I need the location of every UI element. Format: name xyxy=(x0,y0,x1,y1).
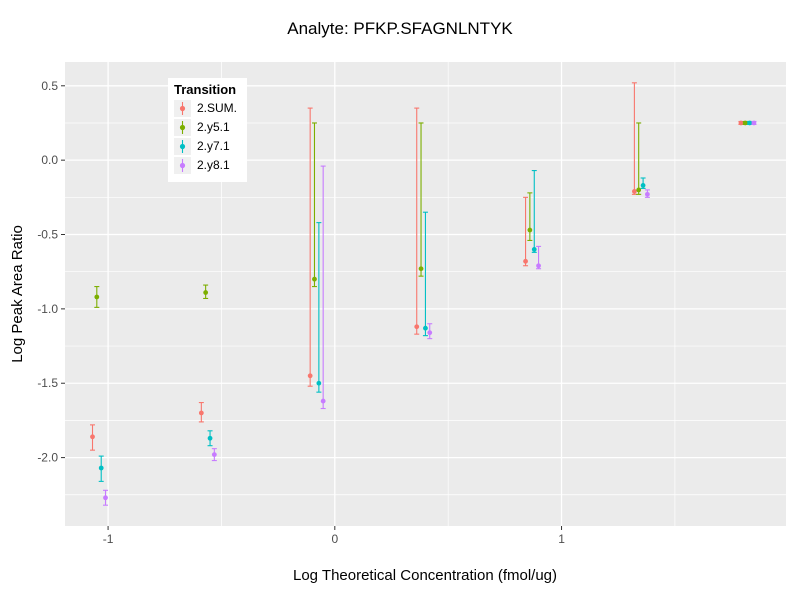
data-point xyxy=(207,435,213,441)
data-point xyxy=(427,330,433,336)
data-point xyxy=(198,410,204,416)
data-point xyxy=(423,325,428,331)
legend-entry: 2.y8.1 xyxy=(174,157,237,174)
y-tick-label: -0.5 xyxy=(37,228,58,242)
data-marks xyxy=(90,82,757,506)
data-point xyxy=(644,191,650,197)
legend-entry: 2.SUM. xyxy=(174,100,237,117)
data-point xyxy=(211,452,217,458)
legend-entry-label: 2.SUM. xyxy=(197,101,238,115)
legend-key-icon xyxy=(174,119,191,136)
legend-entry-label: 2.y5.1 xyxy=(197,120,230,134)
data-point xyxy=(307,373,313,379)
data-point xyxy=(312,276,317,282)
data-point xyxy=(320,398,326,404)
legend-entry-label: 2.y8.1 xyxy=(197,158,230,172)
axis-ticks-and-labels: -1 0 1 0.5 0.0 -0.5 -1.0 -1.5 -2.0 xyxy=(37,79,565,546)
y-tick-label: -1.0 xyxy=(37,302,58,316)
data-point xyxy=(747,120,753,126)
data-point xyxy=(316,380,322,386)
data-point xyxy=(103,495,108,501)
x-axis-title: Log Theoretical Concentration (fmol/ug) xyxy=(293,567,557,584)
y-tick-label: 0.0 xyxy=(41,153,58,167)
data-point xyxy=(751,120,757,126)
data-point xyxy=(418,266,424,272)
data-point xyxy=(523,258,528,264)
data-point xyxy=(640,183,646,188)
y-tick-label: 0.5 xyxy=(41,79,58,93)
data-point xyxy=(203,290,209,295)
data-point xyxy=(527,227,533,233)
legend-entry-label: 2.y7.1 xyxy=(197,139,230,153)
data-point xyxy=(94,294,100,300)
data-point xyxy=(636,187,642,193)
x-tick-label: -1 xyxy=(103,532,114,546)
legend-entries: 2.SUM. 2.y5.1 2.y7.1 2.y8.1 xyxy=(174,100,237,174)
data-point xyxy=(738,120,744,126)
data-point xyxy=(631,188,637,194)
y-tick-label: -2.0 xyxy=(37,451,58,465)
data-point xyxy=(98,465,104,471)
data-point xyxy=(531,246,537,252)
legend-title: Transition xyxy=(174,82,237,97)
legend-key-icon xyxy=(174,138,191,155)
y-tick-label: -1.5 xyxy=(37,376,58,390)
legend-entry: 2.y5.1 xyxy=(174,119,237,136)
y-axis-title: Log Peak Area Ratio xyxy=(9,225,26,363)
x-tick-label: 0 xyxy=(331,532,338,546)
data-point xyxy=(742,120,748,126)
legend-entry: 2.y7.1 xyxy=(174,138,237,155)
legend-key-icon xyxy=(174,157,191,174)
legend-key-icon xyxy=(174,100,191,117)
data-point xyxy=(414,324,420,330)
chart-title: Analyte: PFKP.SFAGNLNTYK xyxy=(287,19,513,38)
x-tick-label: 1 xyxy=(558,532,565,546)
legend: Transition 2.SUM. 2.y5.1 2.y7.1 2.y8.1 xyxy=(168,78,248,182)
data-point xyxy=(536,263,541,269)
data-point xyxy=(90,434,95,440)
